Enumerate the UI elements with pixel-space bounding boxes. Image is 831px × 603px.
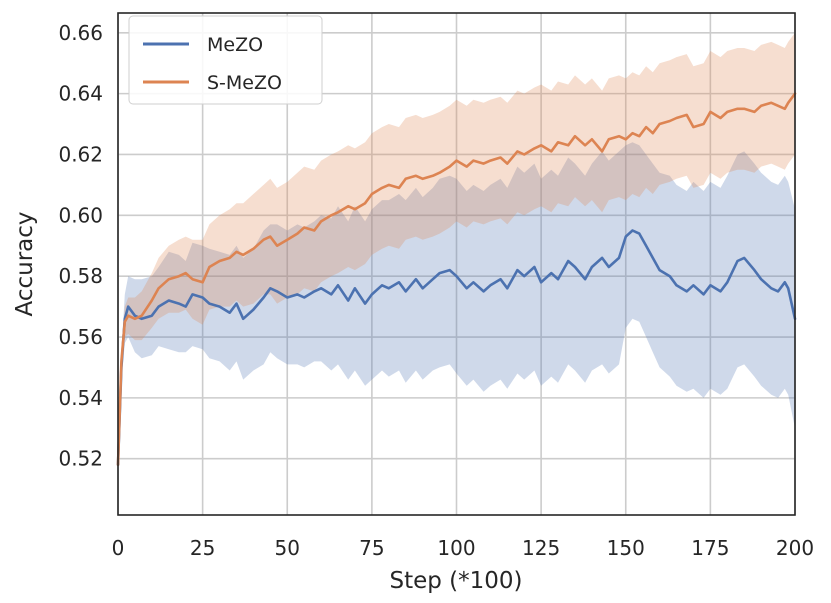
legend: MeZO S-MeZO [128,15,323,105]
mezo-series-line [116,229,797,467]
s-mezo-confidence-band [118,32,795,474]
mezo-confidence-band [118,142,795,474]
y-tick-label: 0.56 [58,325,103,349]
x-tick-label: 25 [190,536,215,560]
series-lines [116,92,797,467]
legend-label-s-mezo: S-MeZO [207,72,282,94]
x-tick-labels: 0 25 50 75 100 125 150 175 200 [112,536,814,560]
x-axis-label: Step (*100) [389,568,522,594]
y-tick-label: 0.58 [58,264,103,288]
x-tick-label: 50 [275,536,300,560]
y-tick-label: 0.62 [58,142,103,166]
s-mezo-series-line [116,92,797,467]
y-tick-labels: 0.52 0.54 0.56 0.58 0.60 0.62 0.64 0.66 [58,21,103,471]
x-tick-label: 0 [112,536,125,560]
confidence-bands [118,32,795,474]
y-axis-label: Accuracy [12,211,38,316]
y-tick-label: 0.66 [58,21,103,45]
x-tick-label: 175 [691,536,729,560]
x-tick-label: 200 [776,536,814,560]
legend-label-mezo: MeZO [207,34,263,56]
y-tick-label: 0.60 [58,203,103,227]
y-tick-label: 0.54 [58,386,103,410]
plot-frame [117,12,796,516]
x-tick-label: 100 [437,536,475,560]
x-tick-label: 150 [607,536,645,560]
x-tick-label: 125 [522,536,560,560]
y-tick-label: 0.64 [58,82,103,106]
x-tick-label: 75 [359,536,384,560]
y-tick-label: 0.52 [58,447,103,471]
